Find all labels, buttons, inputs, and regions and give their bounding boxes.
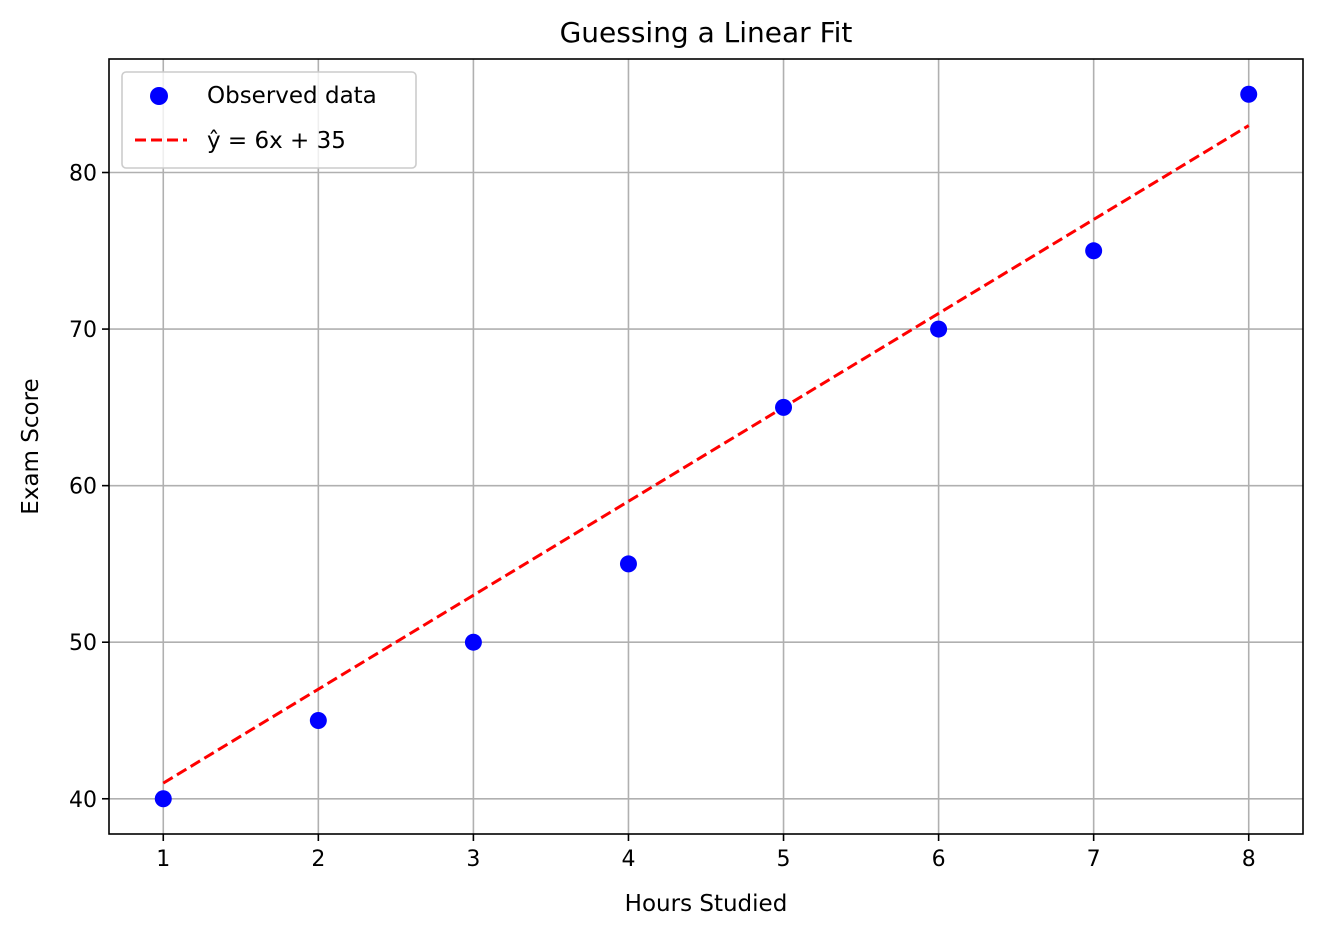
- axes-frame: [108, 58, 1304, 835]
- x-tick-label: 1: [156, 847, 170, 872]
- y-tick-label: 80: [69, 162, 97, 187]
- x-tick-label: 6: [932, 847, 946, 872]
- chart-title: Guessing a Linear Fit: [560, 16, 853, 49]
- y-tick-label: 60: [69, 475, 97, 500]
- data-point: [1240, 85, 1258, 103]
- axis-ticks: 1 2 3 4 5 6 7 8 40 50 60 70 80: [69, 162, 1256, 872]
- y-tick-label: 50: [69, 631, 97, 656]
- x-axis-label: Hours Studied: [625, 891, 788, 917]
- data-point: [619, 555, 637, 573]
- plot-data: [154, 85, 1258, 808]
- x-tick-label: 3: [466, 847, 480, 872]
- data-point: [775, 398, 793, 416]
- x-tick-label: 4: [621, 847, 635, 872]
- grid-lines: [109, 59, 1303, 834]
- legend-label-observed-data: Observed data: [207, 83, 377, 109]
- legend-scatter-marker: [150, 87, 168, 105]
- data-point: [154, 790, 172, 808]
- x-tick-label: 8: [1242, 847, 1256, 872]
- data-point: [1085, 242, 1103, 260]
- fit-line: [162, 124, 1250, 785]
- legend: Observed data ŷ = 6x + 35: [121, 71, 417, 169]
- data-point: [930, 320, 948, 338]
- legend-label-fit-line: ŷ = 6x + 35: [207, 128, 346, 154]
- data-point: [309, 711, 327, 729]
- x-tick-label: 5: [777, 847, 791, 872]
- y-tick-label: 70: [69, 318, 97, 343]
- y-axis-label: Exam Score: [18, 378, 44, 514]
- y-tick-label: 40: [69, 788, 97, 813]
- x-tick-label: 7: [1087, 847, 1101, 872]
- x-tick-label: 2: [311, 847, 325, 872]
- legend-box: [121, 71, 417, 169]
- data-point: [464, 633, 482, 651]
